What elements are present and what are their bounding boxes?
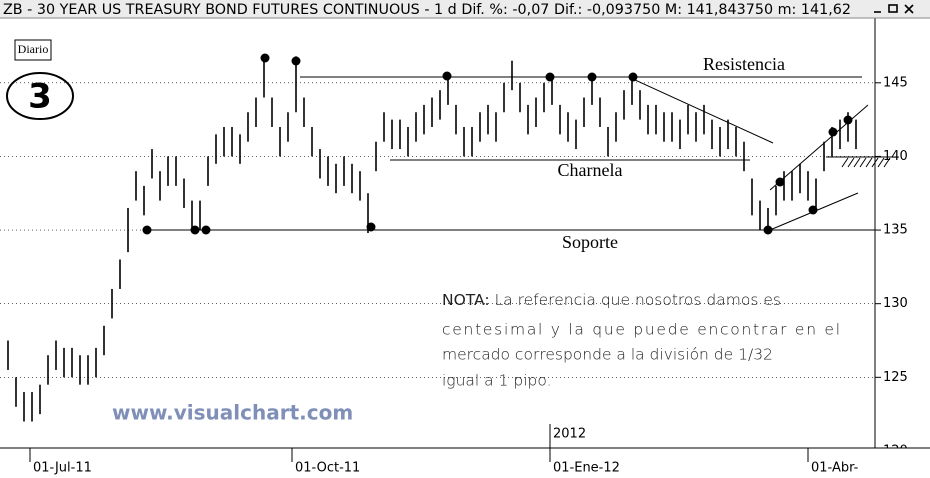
- dot: [260, 53, 270, 63]
- year-label: 2012: [553, 427, 586, 442]
- dot: [545, 72, 555, 82]
- dot: [442, 71, 452, 81]
- figure-number: 3: [28, 77, 52, 117]
- period-label: Diario: [18, 42, 49, 56]
- dot: [190, 225, 200, 235]
- y-tick-label: 125: [883, 370, 908, 385]
- title-bar: [0, 0, 930, 18]
- dot: [291, 56, 301, 66]
- dot: [587, 72, 597, 82]
- pivot-dots: [142, 53, 853, 235]
- close-button[interactable]: [904, 4, 914, 14]
- y-tick-label: 135: [883, 223, 908, 238]
- dot: [142, 225, 152, 235]
- dot: [366, 222, 376, 232]
- note-line: mercado corresponde a la división de 1/3…: [442, 346, 773, 364]
- figure-badge: [6, 72, 74, 120]
- y-tick-label: 145: [883, 75, 908, 90]
- y-tick-label: 140: [883, 149, 908, 164]
- dot: [201, 225, 211, 235]
- minimize-button[interactable]: [872, 4, 882, 14]
- x-tick-label: 01-Ene-12: [553, 461, 620, 476]
- x-tick-label: 01-Abr-: [811, 461, 859, 476]
- dot: [775, 177, 785, 187]
- dot: [828, 127, 838, 137]
- note-label: NOTA:: [442, 291, 490, 309]
- x-axis-band: [0, 448, 930, 478]
- trend-line: [634, 79, 774, 144]
- support-label: Soporte: [562, 232, 618, 252]
- note-line: centesimal y la que puede encontrar en e…: [442, 321, 840, 339]
- watermark: www.visualchart.com: [112, 401, 353, 425]
- dot: [843, 115, 853, 125]
- x-tick-label: 01-Oct-11: [295, 461, 360, 476]
- period-box: [14, 39, 52, 61]
- maximize-button[interactable]: [888, 4, 898, 13]
- note-box: [440, 286, 845, 398]
- plot-area: [7, 56, 857, 422]
- resistance-label: Resistencia: [703, 54, 785, 74]
- note: NOTA: La referencia que nosotros damos e…: [442, 291, 781, 309]
- dot: [808, 205, 818, 215]
- window-buttons: [872, 4, 914, 14]
- y-tick-label: 130: [883, 296, 908, 311]
- chart-title: ZB - 30 YEAR US TREASURY BOND FUTURES CO…: [3, 2, 851, 18]
- note-line: igual a 1 pipo.: [442, 372, 552, 390]
- note-line: La referencia que nosotros damos es: [495, 291, 781, 309]
- hinge-label: Charnela: [558, 160, 623, 180]
- x-tick-label: 01-Jul-11: [33, 461, 92, 476]
- axes: 12012513013514014501-Jul-1101-Oct-1101-E…: [0, 18, 930, 478]
- dot: [628, 72, 638, 82]
